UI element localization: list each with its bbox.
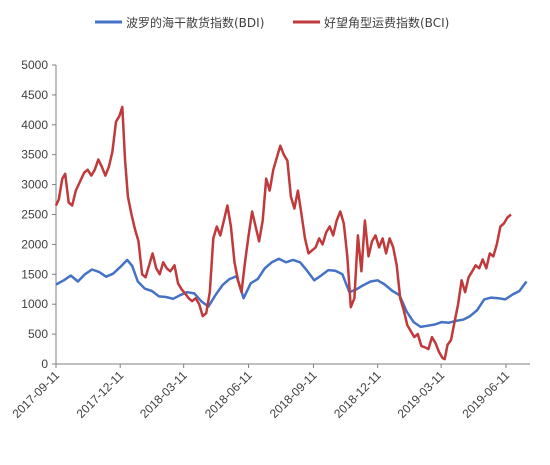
y-tick-label: 0 — [41, 357, 48, 371]
y-tick-label: 500 — [28, 327, 48, 341]
series-line-bci — [54, 105, 512, 361]
x-axis: 2017-09-11 2017-12-11 2018-03-11 2018-06-11… — [9, 363, 530, 421]
x-tick-label: 2018-03-11 — [137, 368, 190, 421]
y-tick-label: 2000 — [21, 237, 48, 251]
series-line-bdi — [55, 257, 528, 329]
y-tick-label: 2500 — [21, 208, 48, 222]
y-axis: 0 500 1000 1500 2000 2500 3000 3500 4000 4500 5000 — [21, 58, 57, 371]
y-tick-label: 4500 — [21, 88, 48, 102]
y-tick-label: 5000 — [21, 58, 48, 72]
y-tick-label: 1000 — [21, 297, 48, 311]
x-tick-label: 2019-06-11 — [459, 368, 512, 421]
x-tick-label: 2018-12-11 — [331, 368, 384, 421]
series-layer — [54, 105, 528, 361]
y-tick-label: 3000 — [21, 178, 48, 192]
x-tick-label: 2018-06-11 — [202, 368, 255, 421]
legend: 波罗的海干散货指数(BDI) 好望角型运费指数(BCI) — [95, 15, 449, 30]
x-tick-label: 2018-09-11 — [267, 368, 320, 421]
legend-label-bdi: 波罗的海干散货指数(BDI) — [126, 15, 264, 30]
y-tick-label: 3500 — [21, 148, 48, 162]
x-tick-label: 2017-09-11 — [9, 368, 62, 421]
y-tick-label: 4000 — [21, 118, 48, 132]
x-tick-label: 2019-03-11 — [395, 368, 448, 421]
y-tick-label: 1500 — [21, 267, 48, 281]
legend-label-bci: 好望角型运费指数(BCI) — [324, 15, 449, 30]
x-tick-label: 2017-12-11 — [74, 368, 127, 421]
